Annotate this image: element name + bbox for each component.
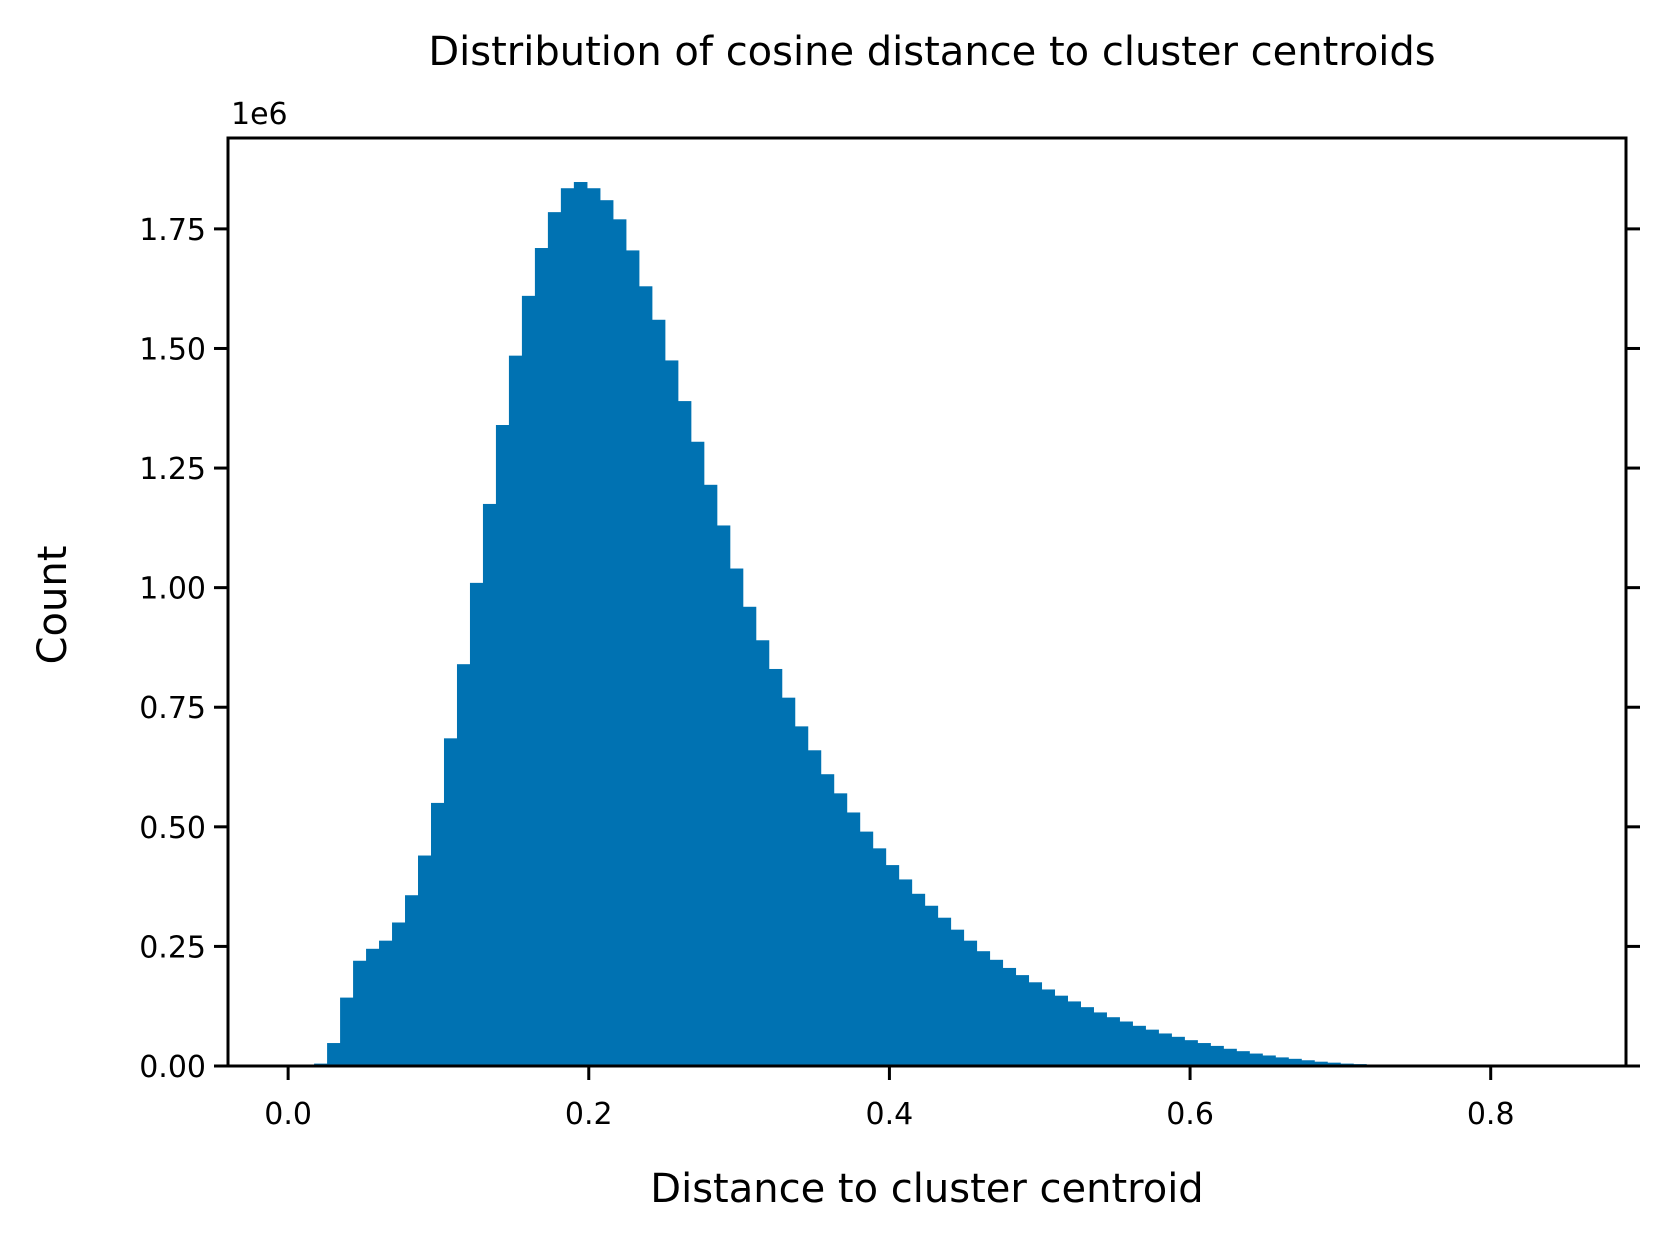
y-tick-label: 1.25 <box>139 452 206 487</box>
histogram-bar <box>1171 1036 1185 1066</box>
histogram-bar <box>366 948 380 1066</box>
histogram-bar <box>638 286 653 1066</box>
histogram-bar <box>534 248 549 1066</box>
y-tick-label: 0.75 <box>139 691 206 726</box>
x-axis-label: Distance to cluster centroid <box>650 1166 1203 1212</box>
histogram-bar <box>1223 1048 1237 1066</box>
y-tick-label: 0.25 <box>139 930 206 965</box>
histogram-bar <box>989 959 1004 1066</box>
histogram-bar <box>1314 1061 1328 1066</box>
histogram-bar <box>1301 1060 1315 1066</box>
histogram-bar <box>405 895 419 1066</box>
histogram-bar <box>742 606 757 1066</box>
histogram-bar <box>456 664 471 1066</box>
histogram-bar <box>859 831 874 1066</box>
histogram-bar <box>1041 989 1056 1066</box>
axis-ticks: 0.0 0.2 0.4 0.6 0.8 0.00 0.25 0.50 0.75 1.00 1.25 1… <box>139 213 1640 1132</box>
histogram-bar <box>768 668 783 1066</box>
histogram-bar <box>560 188 575 1067</box>
histogram-bar <box>392 922 406 1066</box>
histogram-bar <box>1093 1012 1107 1066</box>
histogram-bar <box>716 525 731 1066</box>
histogram-bar <box>1054 995 1068 1066</box>
histogram-bar <box>1197 1043 1211 1066</box>
histogram-bar <box>677 401 692 1067</box>
histogram-bar <box>1119 1021 1133 1066</box>
histogram-bar <box>755 640 770 1066</box>
histogram-bar <box>1145 1029 1159 1066</box>
histogram-bar <box>1236 1051 1250 1066</box>
histogram-bar <box>1275 1057 1289 1066</box>
histogram-bar <box>625 250 640 1066</box>
histogram-bar <box>1028 982 1043 1066</box>
histogram-bar <box>1210 1045 1224 1066</box>
y-axis-label: Count <box>30 546 76 665</box>
histogram-bar <box>651 319 666 1066</box>
histogram-bar <box>1067 1001 1081 1066</box>
histogram-bar <box>950 929 965 1066</box>
histogram-bar <box>885 865 900 1066</box>
histogram-bar <box>508 355 523 1066</box>
histogram-bar <box>911 893 926 1066</box>
histogram-bar <box>327 1043 341 1066</box>
histogram-bar <box>937 917 952 1066</box>
histogram-bar <box>898 879 913 1066</box>
histogram-bars <box>301 182 1549 1067</box>
histogram-bar <box>495 425 510 1066</box>
histogram-bar <box>781 697 796 1066</box>
histogram-bar <box>612 219 627 1066</box>
y-tick-label: 0.50 <box>139 811 206 846</box>
histogram-bar <box>586 188 601 1067</box>
histogram-bar <box>469 582 484 1066</box>
histogram-bar <box>573 182 588 1066</box>
histogram-bar <box>1002 967 1017 1066</box>
histogram-bar <box>846 812 861 1066</box>
histogram-bar <box>431 802 445 1066</box>
histogram-bar <box>807 750 822 1066</box>
histogram-bar <box>1262 1055 1276 1066</box>
x-tick-label: 0.2 <box>565 1097 613 1132</box>
histogram-bar <box>833 793 848 1066</box>
y-offset-label: 1e6 <box>231 97 288 132</box>
histogram-bar <box>1106 1017 1120 1066</box>
histogram-bar <box>872 848 887 1066</box>
histogram-bar <box>820 774 835 1066</box>
y-tick-label: 0.00 <box>139 1050 206 1085</box>
histogram-bar <box>418 855 432 1066</box>
histogram-bar <box>664 360 679 1066</box>
y-tick-label: 1.00 <box>139 572 206 607</box>
histogram-bar <box>379 940 393 1066</box>
x-tick-label: 0.0 <box>264 1097 312 1132</box>
y-tick-label: 1.75 <box>139 213 206 248</box>
y-tick-label: 1.50 <box>139 332 206 367</box>
histogram-bar <box>353 960 367 1066</box>
histogram-bar <box>599 200 614 1066</box>
chart-title: Distribution of cosine distance to clust… <box>428 29 1435 75</box>
histogram-bar <box>1288 1058 1302 1066</box>
histogram-bar <box>1184 1040 1198 1066</box>
histogram-bar <box>1015 975 1030 1066</box>
plot-frame <box>226 136 1628 1068</box>
histogram-bar <box>976 951 991 1066</box>
histogram-bar <box>703 484 718 1066</box>
x-tick-label: 0.6 <box>1166 1097 1214 1132</box>
histogram-bar <box>690 441 705 1066</box>
histogram-bar <box>924 905 939 1066</box>
histogram-bar <box>794 726 809 1066</box>
histogram-bar <box>1132 1025 1146 1066</box>
histogram-bar <box>1327 1062 1341 1066</box>
histogram-bar <box>547 212 562 1066</box>
histogram-bar <box>521 295 536 1066</box>
x-tick-label: 0.4 <box>866 1097 914 1132</box>
histogram-bar <box>1249 1053 1263 1066</box>
histogram-bar <box>443 738 458 1066</box>
x-tick-label: 0.8 <box>1467 1097 1515 1132</box>
histogram-bar <box>1080 1007 1094 1066</box>
histogram-bar <box>340 997 354 1066</box>
histogram-bar <box>729 568 744 1066</box>
histogram-bar <box>1158 1033 1172 1066</box>
histogram-bar <box>963 940 978 1066</box>
histogram-bar <box>482 503 497 1066</box>
